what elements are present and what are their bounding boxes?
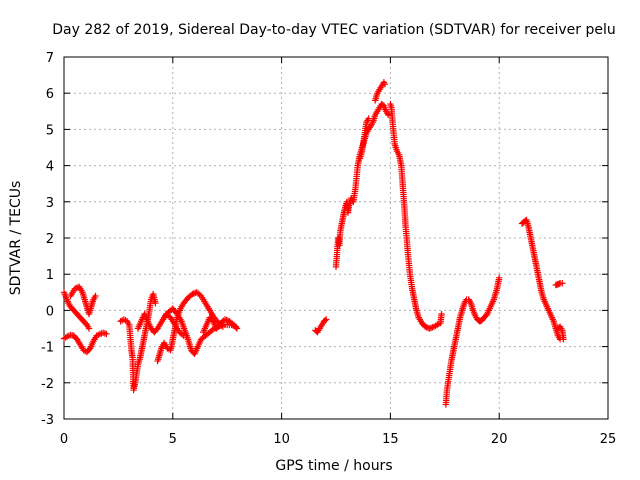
series-arc-c <box>67 283 99 318</box>
chart-title: Day 282 of 2019, Sidereal Day-to-day VTE… <box>52 22 615 38</box>
x-tick-label: 15 <box>382 432 399 447</box>
series-arc-i <box>312 316 330 336</box>
y-tick-label: -1 <box>41 341 54 356</box>
data-points-layer <box>60 79 567 408</box>
data-point <box>422 323 429 330</box>
y-tick-label: 5 <box>46 123 54 138</box>
series-arc-a <box>60 329 110 356</box>
grid-layer <box>64 57 608 419</box>
data-point <box>381 80 389 88</box>
data-point <box>71 285 79 292</box>
y-tick-label: -2 <box>41 377 54 392</box>
data-point <box>189 290 196 298</box>
series-arc-b <box>60 289 93 332</box>
x-tick-label: 20 <box>491 432 508 447</box>
data-point <box>423 324 430 331</box>
data-point <box>385 111 392 119</box>
data-point <box>438 310 445 318</box>
data-point <box>223 316 230 324</box>
data-point <box>233 325 241 332</box>
x-tick-label: 5 <box>169 432 177 447</box>
data-point <box>427 324 435 332</box>
series-arc-m <box>387 100 445 332</box>
x-tick-label: 10 <box>273 432 290 447</box>
data-point <box>426 325 433 332</box>
series-arc-p <box>552 280 566 289</box>
data-point <box>103 330 110 338</box>
y-tick-label: 7 <box>46 51 54 66</box>
y-tick-label: 2 <box>46 232 54 247</box>
series-arc-j <box>332 100 392 271</box>
data-point <box>92 292 99 300</box>
series-arc-o <box>518 216 564 343</box>
data-point <box>496 274 503 282</box>
data-point <box>321 317 329 324</box>
data-point <box>323 316 330 323</box>
y-tick-label: 1 <box>46 268 54 283</box>
x-tick-label: 25 <box>600 432 617 447</box>
data-point <box>85 325 93 332</box>
y-tick-label: -3 <box>41 413 54 428</box>
x-axis-label: GPS time / hours <box>275 458 392 474</box>
data-point <box>232 324 240 331</box>
data-point <box>73 284 80 292</box>
data-point <box>221 316 229 323</box>
data-point <box>560 336 567 343</box>
y-tick-label: 3 <box>46 196 54 211</box>
y-tick-label: 0 <box>46 304 54 319</box>
data-point <box>429 324 436 331</box>
series-arc-h <box>200 314 241 336</box>
data-point <box>365 115 372 122</box>
tick-layer: 0 5 10 15 20 25 -3 -2 -1 0 1 2 3 4 5 6 7 <box>41 51 616 447</box>
data-point <box>152 299 159 307</box>
data-point <box>559 280 566 287</box>
y-axis-label: SDTVAR / TECUs <box>8 181 24 296</box>
series-arc-l <box>356 115 372 162</box>
series-arc-q <box>554 323 567 343</box>
x-tick-label: 0 <box>60 432 68 447</box>
series-arc-n <box>442 274 503 408</box>
series-arc-k <box>371 79 389 104</box>
y-tick-label: 4 <box>46 160 54 175</box>
series-arc-d <box>117 290 159 394</box>
data-point <box>192 289 199 297</box>
y-tick-label: 6 <box>46 87 54 102</box>
